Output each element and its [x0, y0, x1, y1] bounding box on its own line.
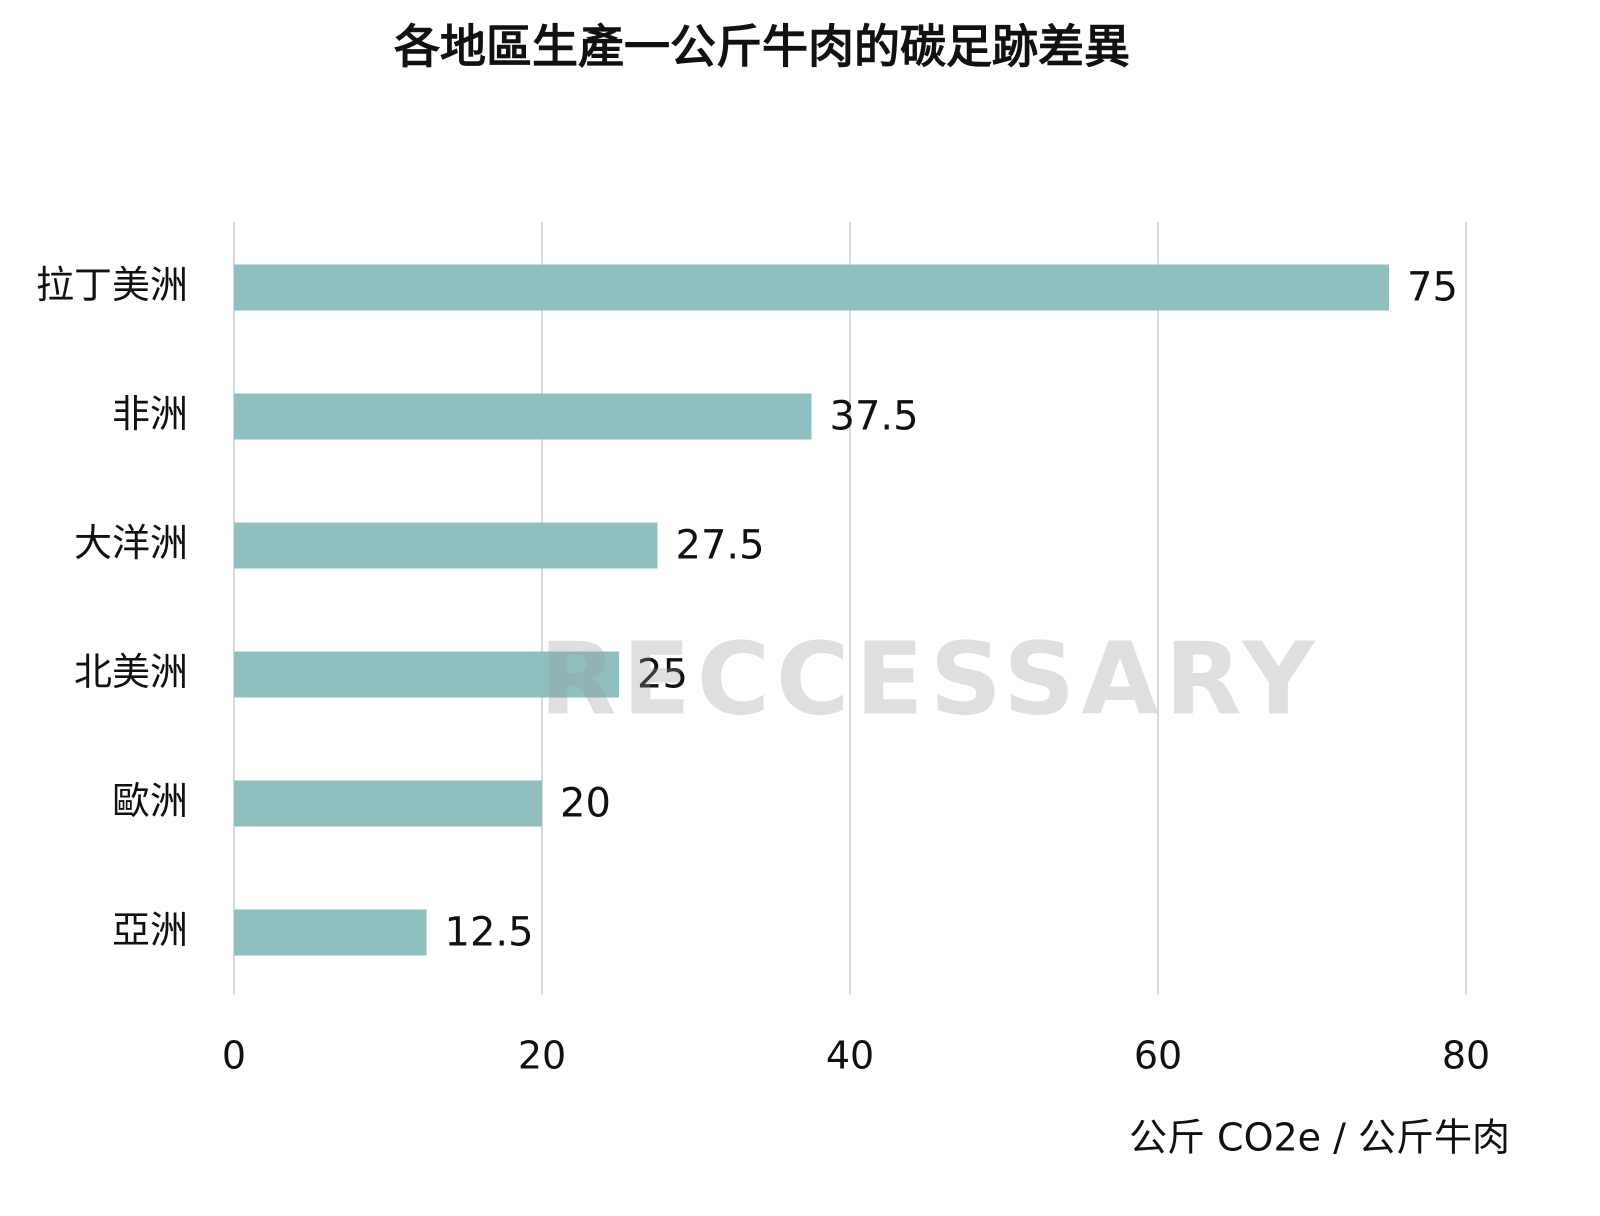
bar [234, 393, 812, 440]
y-tick-label: 歐洲 [112, 779, 188, 823]
y-tick-label: 北美洲 [74, 650, 188, 694]
x-axis-label: 公斤 CO2e / 公斤牛肉 [1129, 1116, 1510, 1160]
data-label: 20 [560, 781, 611, 827]
bar [234, 522, 658, 569]
data-label: 25 [637, 652, 688, 698]
y-tick-label: 拉丁美洲 [36, 263, 188, 307]
y-tick-label: 非洲 [112, 392, 188, 436]
x-tick-label: 20 [518, 1034, 566, 1078]
data-label: 27.5 [676, 523, 765, 569]
x-tick-label: 0 [222, 1034, 246, 1078]
bar [234, 780, 542, 827]
data-label: 37.5 [830, 394, 919, 440]
data-label: 75 [1407, 265, 1458, 311]
y-tick-label: 亞洲 [112, 908, 188, 952]
y-tick-label: 大洋洲 [74, 521, 188, 565]
watermark: RECCESSARY [539, 620, 1320, 737]
x-tick-label: 60 [1134, 1034, 1182, 1078]
bar [234, 909, 427, 956]
bar [234, 651, 619, 698]
chart-title: 各地區生產一公斤牛肉的碳足跡差異 [394, 20, 1130, 74]
x-tick-label: 40 [826, 1034, 874, 1078]
bar [234, 264, 1389, 311]
x-tick-label: 80 [1442, 1034, 1490, 1078]
data-label: 12.5 [445, 910, 534, 956]
